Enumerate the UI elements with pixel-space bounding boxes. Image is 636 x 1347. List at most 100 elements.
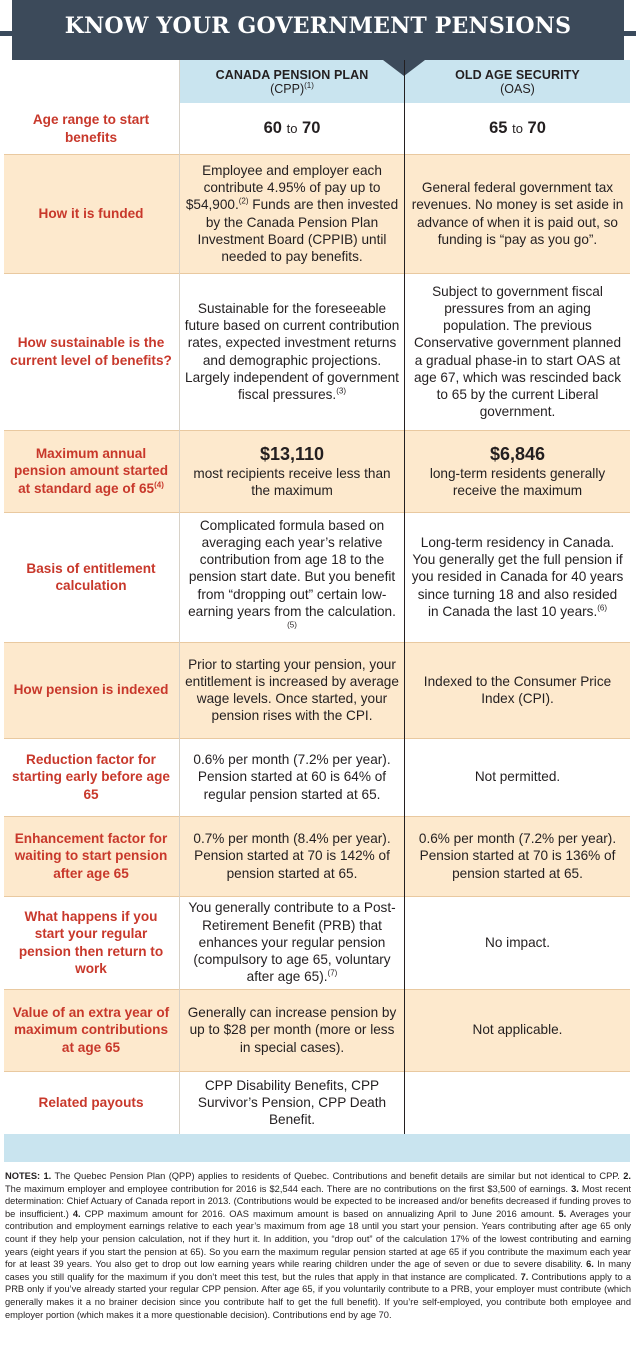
row-divider [4, 512, 630, 513]
note-number: 7. [520, 1271, 529, 1282]
cpp-value: 0.7% per month (8.4% per year). Pension … [193, 831, 391, 881]
oas-value [405, 1071, 630, 1134]
row-label: Reduction factor for starting early befo… [12, 752, 170, 802]
note-text: In many cases you still qualify for the … [5, 1259, 631, 1282]
oas-value: Long-term residency in Canada. You gener… [405, 512, 630, 642]
table-row: How pension is indexed Prior to starting… [4, 642, 630, 738]
table-row: How sustainable is the current level of … [4, 273, 630, 430]
footnote-ref: (6) [597, 603, 608, 613]
row-divider [4, 989, 630, 990]
table-row: Related payouts CPP Disability Benefits,… [4, 1071, 630, 1134]
oas-age-to: to [512, 121, 523, 136]
footnotes: NOTES: 1. The Quebec Pension Plan (QPP) … [5, 1170, 631, 1321]
footnote-ref: (5) [287, 620, 297, 630]
table-row: What happens if you start your regular p… [4, 896, 630, 989]
title-band [12, 0, 624, 60]
oas-max-amount: $6,846 [489, 443, 546, 464]
note-number: 3. [571, 1183, 579, 1194]
column-divider-label [179, 60, 181, 1134]
note-number: NOTES: 1. [5, 1171, 52, 1181]
cpp-value: Employee and employer each contribute 4.… [180, 154, 404, 273]
column-header-oas: OLD AGE SECURITY (OAS) [405, 60, 630, 103]
cpp-value: $13,110 most recipients receive less than… [180, 430, 404, 512]
note-text: Most recent determination: Chief Actuary… [5, 1183, 631, 1219]
cpp-value: 0.6% per month (7.2% per year). Pension … [193, 752, 391, 802]
oas-value: Subject to government fiscal pressures f… [413, 283, 622, 420]
cpp-max-amount: $13,110 [259, 443, 325, 464]
cpp-text: Sustainable for the foreseeable future b… [184, 300, 400, 402]
row-divider [4, 642, 630, 643]
table-row: Age range to start benefits 60 to 70 65 … [4, 103, 630, 154]
cpp-value: 60 to 70 [180, 103, 404, 154]
footer-band [4, 1134, 630, 1162]
oas-age-end: 70 [527, 119, 546, 137]
oas-value: 65 to 70 [405, 103, 630, 154]
row-label: Value of an extra year of maximum contri… [12, 1005, 170, 1055]
table-row: Value of an extra year of maximum contri… [4, 989, 630, 1071]
row-divider [4, 738, 630, 739]
oas-value: No impact. [485, 934, 550, 950]
note-number: 6. [586, 1259, 594, 1270]
row-label: How pension is indexed [13, 682, 169, 698]
note-number: 4. [72, 1208, 81, 1219]
cpp-column-abbr: (CPP)(1) [180, 80, 404, 96]
cpp-value: Sustainable for the foreseeable future b… [180, 273, 404, 430]
table-row: How it is funded Employee and employer e… [4, 154, 630, 273]
cpp-text: Employee and employer each contribute 4.… [185, 162, 382, 213]
note-text: CPP maximum amount for 2016. OAS maximum… [80, 1208, 559, 1219]
cpp-column-name: CANADA PENSION PLAN [215, 68, 369, 82]
cpp-text: Complicated formula based on averaging e… [188, 517, 396, 619]
footnote-ref: (2) [238, 196, 249, 206]
comparison-table: CANADA PENSION PLAN (CPP)(1) OLD AGE SEC… [4, 60, 630, 1134]
cpp-value: Complicated formula based on averaging e… [180, 512, 404, 642]
row-label: What happens if you start your regular p… [18, 909, 164, 976]
row-label: Basis of entitlement calculation [26, 560, 156, 593]
table-row: Enhancement factor for waiting to start … [4, 816, 630, 896]
row-divider [4, 896, 630, 897]
oas-value: Not permitted. [474, 769, 561, 785]
oas-text: long-term residents generally receive th… [429, 465, 606, 498]
cpp-value: Generally can increase pension by up to … [187, 1005, 397, 1055]
cpp-value: Prior to starting your pension, your ent… [185, 656, 399, 724]
column-divider [404, 60, 406, 1134]
column-header-cpp: CANADA PENSION PLAN (CPP)(1) [180, 60, 404, 103]
table-row: Maximum annual pension amount started at… [4, 430, 630, 512]
oas-value: $6,846 long-term residents generally rece… [405, 430, 630, 512]
note-number: 2. [623, 1171, 631, 1181]
row-label: How sustainable is the current level of … [10, 335, 172, 368]
row-label: Maximum annual pension amount started at… [4, 430, 178, 512]
oas-value: Indexed to the Consumer Price Index (CPI… [423, 673, 612, 706]
title-bar: KNOW YOUR GOVERNMENT PENSIONS [0, 0, 636, 60]
cpp-age-to: to [286, 121, 298, 136]
row-label: Related payouts [38, 1094, 144, 1110]
cpp-age-start: 60 [263, 119, 282, 137]
oas-value: General federal government tax revenues.… [411, 180, 624, 247]
page-title: KNOW YOUR GOVERNMENT PENSIONS [64, 13, 572, 39]
row-divider [4, 273, 630, 274]
footnote-ref: (4) [154, 480, 164, 490]
oas-column-name: OLD AGE SECURITY [455, 68, 580, 82]
cpp-footnote-ref: (1) [304, 80, 314, 90]
table-row: Reduction factor for starting early befo… [4, 738, 630, 816]
oas-text: Long-term residency in Canada. You gener… [411, 534, 624, 619]
row-divider [4, 816, 630, 817]
oas-age-start: 65 [489, 119, 508, 137]
cpp-text: most recipients receive less than the ma… [193, 465, 391, 498]
row-divider [4, 1071, 630, 1072]
note-text: The maximum employer and employee contri… [5, 1183, 572, 1194]
oas-value: Not applicable. [472, 1022, 563, 1038]
oas-column-abbr: (OAS) [500, 82, 535, 96]
cpp-age-end: 70 [302, 119, 321, 137]
note-text: Averages your contribution and employmen… [5, 1208, 631, 1270]
oas-value: 0.6% per month (7.2% per year). Pension … [418, 831, 617, 881]
table-row: Basis of entitlement calculation Complic… [4, 512, 630, 642]
note-text: Contributions apply to a PRB only if you… [5, 1271, 631, 1320]
row-label-text: Maximum annual pension amount started at… [13, 446, 169, 496]
row-label: Age range to start benefits [32, 112, 150, 145]
cpp-abbr-text: (CPP) [270, 82, 305, 96]
note-text: The Quebec Pension Plan (QPP) applies to… [51, 1171, 624, 1181]
note-number: 5. [558, 1208, 567, 1219]
cpp-value: CPP Disability Benefits, CPP Survivor’s … [197, 1077, 387, 1128]
row-divider [4, 154, 630, 155]
row-label: How it is funded [38, 205, 144, 221]
